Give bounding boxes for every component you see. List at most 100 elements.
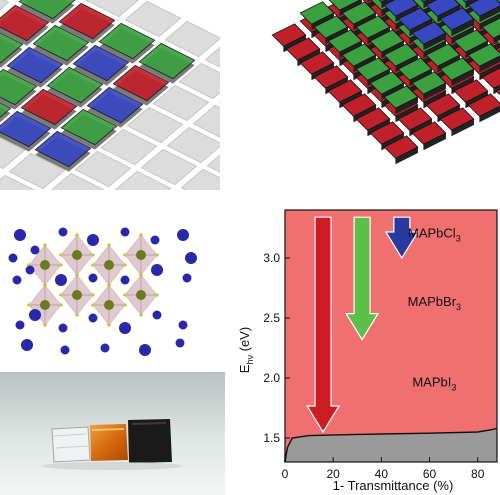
pixel-green — [425, 43, 461, 67]
halide-atom — [107, 323, 111, 327]
pixel-green — [383, 85, 419, 109]
panel-d-crystal-photo — [0, 372, 225, 495]
empty-tile — [164, 20, 220, 58]
pixel-green — [0, 32, 24, 64]
cation-atom — [150, 235, 160, 245]
pixel-green — [0, 68, 38, 106]
panel-c-crystal-structure — [5, 210, 200, 360]
pixel-red — [369, 121, 405, 145]
tile-edge — [423, 83, 446, 101]
pixel-green — [46, 66, 104, 104]
halide-atom — [91, 303, 95, 307]
tile-edge — [479, 5, 500, 23]
empty-tile — [74, 150, 132, 188]
crystal-photo-illustration — [0, 372, 225, 495]
orange-crystal — [90, 424, 128, 461]
panel-b-stacked-pixels — [258, 0, 500, 192]
x-tick-label: 0 — [282, 467, 289, 481]
pixel-green — [453, 29, 489, 53]
halide-atom — [139, 233, 143, 237]
pixel-red — [0, 4, 50, 42]
pixel-blue — [0, 110, 52, 148]
pixel-red — [341, 93, 377, 117]
pixel-blue — [34, 130, 92, 168]
cation-atom — [88, 313, 98, 323]
empty-tile — [204, 46, 220, 68]
halide-atom — [123, 263, 127, 267]
tile-edge — [479, 55, 500, 73]
y-axis-ticks: 1.5 2.0 2.5 3.0 — [263, 251, 290, 445]
halide-atom — [75, 233, 79, 237]
empty-tile — [140, 148, 198, 186]
cation-atom — [175, 338, 185, 348]
pixel-red — [439, 107, 475, 131]
pixel-green — [369, 71, 405, 95]
halide-atom — [107, 243, 111, 247]
empty-tile — [192, 104, 220, 138]
empty-tile — [0, 0, 10, 11]
pixel-red — [383, 135, 419, 159]
lead-atom — [136, 290, 146, 300]
tile-edge — [451, 69, 474, 87]
pixel-red — [495, 88, 500, 96]
pixel-green — [355, 15, 391, 39]
halide-atom — [59, 253, 63, 257]
pixel-red — [313, 65, 349, 89]
empty-tile — [8, 152, 66, 190]
pixel-red — [20, 88, 78, 126]
pixel-green — [383, 43, 419, 67]
pixel-blue — [420, 0, 429, 3]
tile-edge — [479, 105, 500, 123]
empty-tile — [0, 137, 26, 170]
y-axis-label: Ehν (eV) — [237, 327, 255, 373]
lead-atom — [104, 260, 114, 270]
pixel-green — [328, 0, 361, 11]
cation-atom — [151, 264, 163, 276]
empty-tile — [218, 100, 220, 103]
pixel-green — [355, 57, 391, 81]
cation-atom — [139, 344, 151, 356]
cation-atom — [100, 343, 110, 353]
halide-atom — [43, 283, 47, 287]
pixel-red — [58, 2, 116, 40]
y-axis-label-sub: hν — [245, 355, 255, 365]
halide-atom — [75, 273, 79, 277]
empty-tile — [166, 126, 220, 164]
lead-atom — [72, 250, 82, 260]
series-area-2 — [285, 210, 497, 462]
pixel-green — [138, 42, 196, 80]
arrow-0 — [305, 216, 341, 434]
stacked-pixels-illustration — [258, 0, 500, 192]
checkerboard-illustration — [0, 0, 220, 190]
pixel-red — [327, 79, 363, 103]
empty-tile — [84, 0, 140, 18]
arrow-1 — [345, 216, 380, 341]
pixel-green — [98, 22, 156, 60]
pixel-green — [467, 43, 500, 67]
y-axis-label-unit: (eV) — [237, 327, 252, 352]
pixel-red — [271, 23, 307, 47]
empty-tile — [124, 0, 182, 38]
tile-edge — [395, 97, 418, 115]
empty-tile — [206, 154, 220, 173]
tile-edge — [451, 119, 474, 137]
pixel-blue — [397, 7, 433, 31]
halide-atom — [155, 253, 159, 257]
pixel-green — [481, 17, 500, 39]
halide-atom — [43, 323, 47, 327]
empty-tile — [114, 170, 172, 190]
tile-edge — [423, 33, 446, 51]
x-tick-label: 40 — [375, 467, 389, 481]
halide-atom — [123, 303, 127, 307]
pixel-blue — [383, 0, 419, 17]
lead-atom — [72, 290, 82, 300]
pixel-blue — [425, 0, 461, 17]
cation-atom — [8, 253, 18, 263]
empty-tile — [100, 128, 158, 166]
series-label-0: MAPbCl3 — [408, 226, 461, 244]
pixel-blue — [378, 0, 387, 3]
pixel-red — [425, 93, 461, 117]
halide-atom — [59, 263, 63, 267]
pixel-red — [453, 79, 489, 103]
crystal-shadow — [42, 462, 182, 470]
